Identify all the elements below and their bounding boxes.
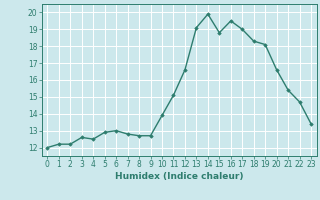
X-axis label: Humidex (Indice chaleur): Humidex (Indice chaleur): [115, 172, 244, 181]
